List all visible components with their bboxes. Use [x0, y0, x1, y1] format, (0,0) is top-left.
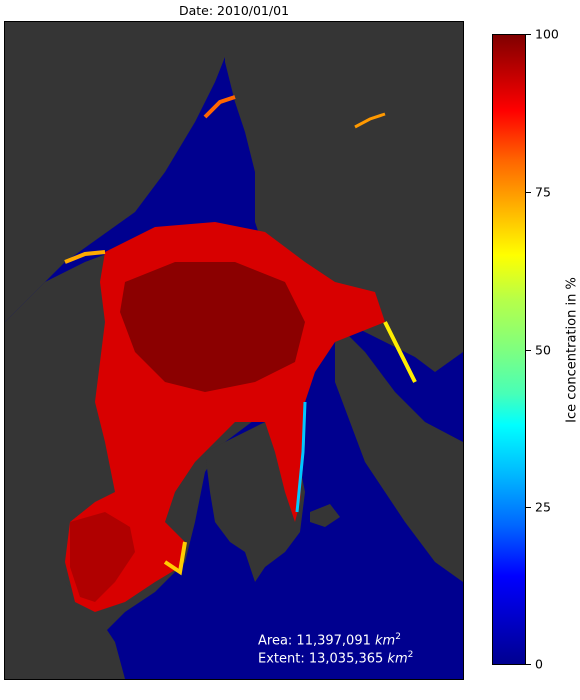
area-unit: km — [375, 633, 396, 649]
sea-ice-hudson-bay — [70, 512, 135, 602]
extent-unit-exp: 2 — [407, 650, 414, 661]
extent-unit: km — [387, 651, 408, 667]
map-title: Date: 2010/01/01 — [178, 3, 290, 18]
area-text: Area: 11,397,091 — [258, 633, 375, 649]
land-north-america-west — [5, 22, 463, 322]
colorbar-tick-label: 0 — [535, 656, 543, 672]
ice-edge-barents — [383, 321, 417, 383]
colorbar-tick — [526, 507, 531, 508]
ice-edge-baffin — [163, 541, 187, 576]
ice-statistics: Area: 11,397,091 km2 Extent: 13,035,365 … — [258, 630, 413, 667]
sea-ice-map — [4, 21, 464, 680]
colorbar-tick-label: 100 — [535, 26, 559, 42]
colorbar-tick-label: 25 — [535, 499, 551, 515]
land-hudson-bay-region — [5, 582, 125, 679]
colorbar-tick-label: 75 — [535, 184, 551, 200]
map-canvas — [5, 22, 463, 679]
ice-edge-greenland-sea — [295, 401, 307, 513]
colorbar — [492, 34, 526, 665]
colorbar-label: Ice concentration in % — [564, 277, 580, 423]
colorbar-tick — [526, 350, 531, 351]
colorbar-tick-label: 50 — [535, 342, 551, 358]
colorbar-tick — [526, 192, 531, 193]
area-stat: Area: 11,397,091 km2 — [258, 630, 413, 648]
ice-edge-chukchi — [203, 95, 236, 119]
ice-edge-bering — [64, 250, 106, 264]
ice-edge-okhotsk — [354, 112, 386, 129]
sea-ice-pack-dense — [120, 262, 305, 392]
area-unit-exp: 2 — [395, 632, 401, 642]
extent-text: Extent: 13,035,365 — [258, 651, 388, 667]
land-iceland — [310, 504, 340, 527]
colorbar-tick — [526, 34, 531, 35]
extent-stat: Extent: 13,035,365 km2 — [258, 648, 413, 666]
land-scandinavia — [335, 322, 463, 582]
colorbar-tick — [526, 664, 531, 665]
